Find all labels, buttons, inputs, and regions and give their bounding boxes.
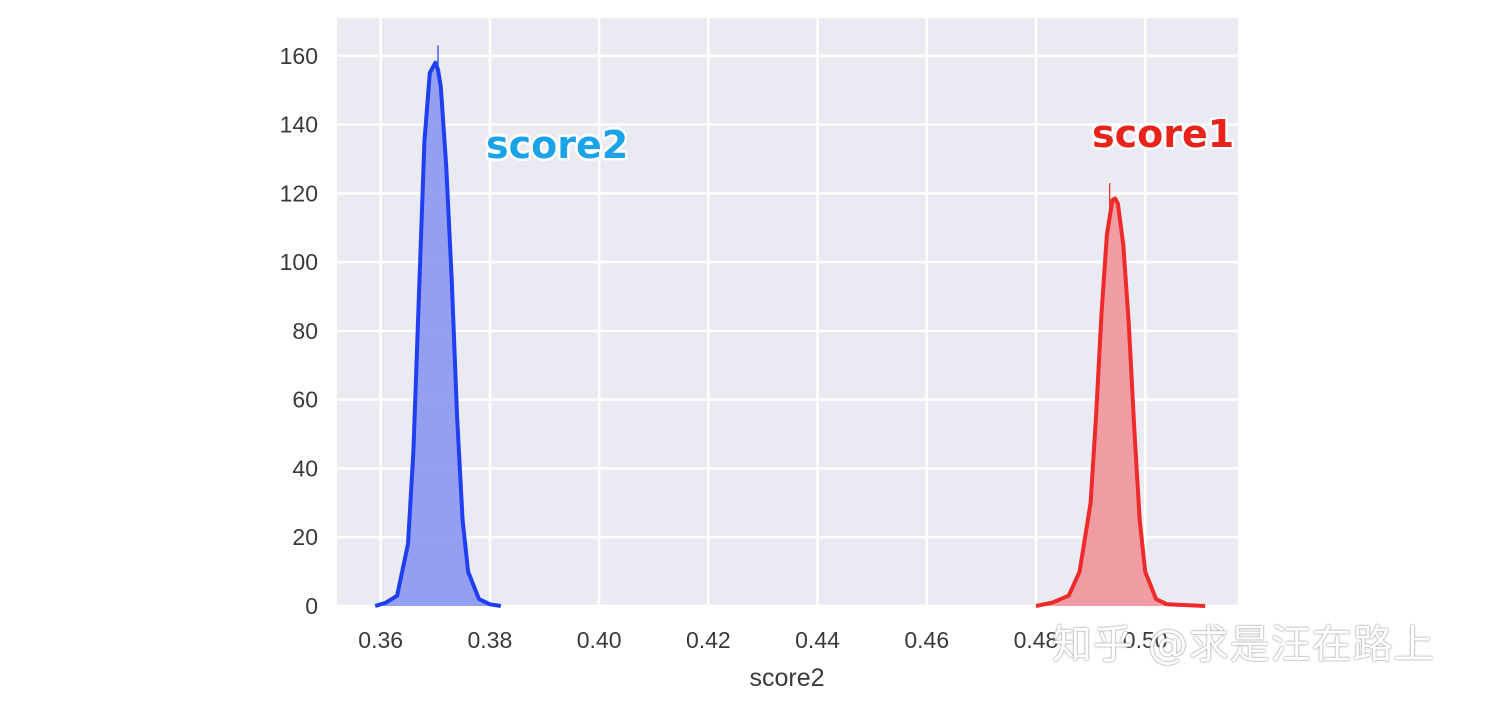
y-tick-label: 100 xyxy=(280,249,318,275)
y-tick-label: 60 xyxy=(292,387,318,413)
series-area-score2 xyxy=(375,62,501,606)
y-tick-label: 0 xyxy=(305,593,318,619)
x-axis-label: score2 xyxy=(749,664,824,692)
y-tick-label: 140 xyxy=(280,112,318,138)
tick-layer: 0.36 0.38 0.40 0.42 0.44 0.46 0.48 0.50 0 20 40 60 8… xyxy=(280,43,1168,653)
series-area-score1 xyxy=(1036,198,1206,606)
y-tick-label: 20 xyxy=(292,524,318,550)
x-tick-label: 0.38 xyxy=(468,627,513,653)
y-tick-label: 80 xyxy=(292,318,318,344)
y-tick-label: 120 xyxy=(280,180,318,206)
series-layer xyxy=(374,45,1206,608)
watermark-text: 知乎 @求是汪在路上 xyxy=(1052,622,1435,668)
y-tick-label: 160 xyxy=(280,43,318,69)
x-tick-label: 0.40 xyxy=(577,627,622,653)
annotation-score1: score1 xyxy=(1092,112,1234,156)
series-line-score1 xyxy=(1035,196,1206,608)
x-tick-label: 0.48 xyxy=(1014,627,1059,653)
x-tick-label: 0.44 xyxy=(795,627,840,653)
x-tick-label: 0.36 xyxy=(358,627,403,653)
x-tick-label: 0.42 xyxy=(686,627,731,653)
x-tick-label: 0.46 xyxy=(904,627,949,653)
y-tick-label: 40 xyxy=(292,455,318,481)
x-tick-label: 0.50 xyxy=(1123,627,1168,653)
annotation-score2: score2 xyxy=(486,123,628,167)
